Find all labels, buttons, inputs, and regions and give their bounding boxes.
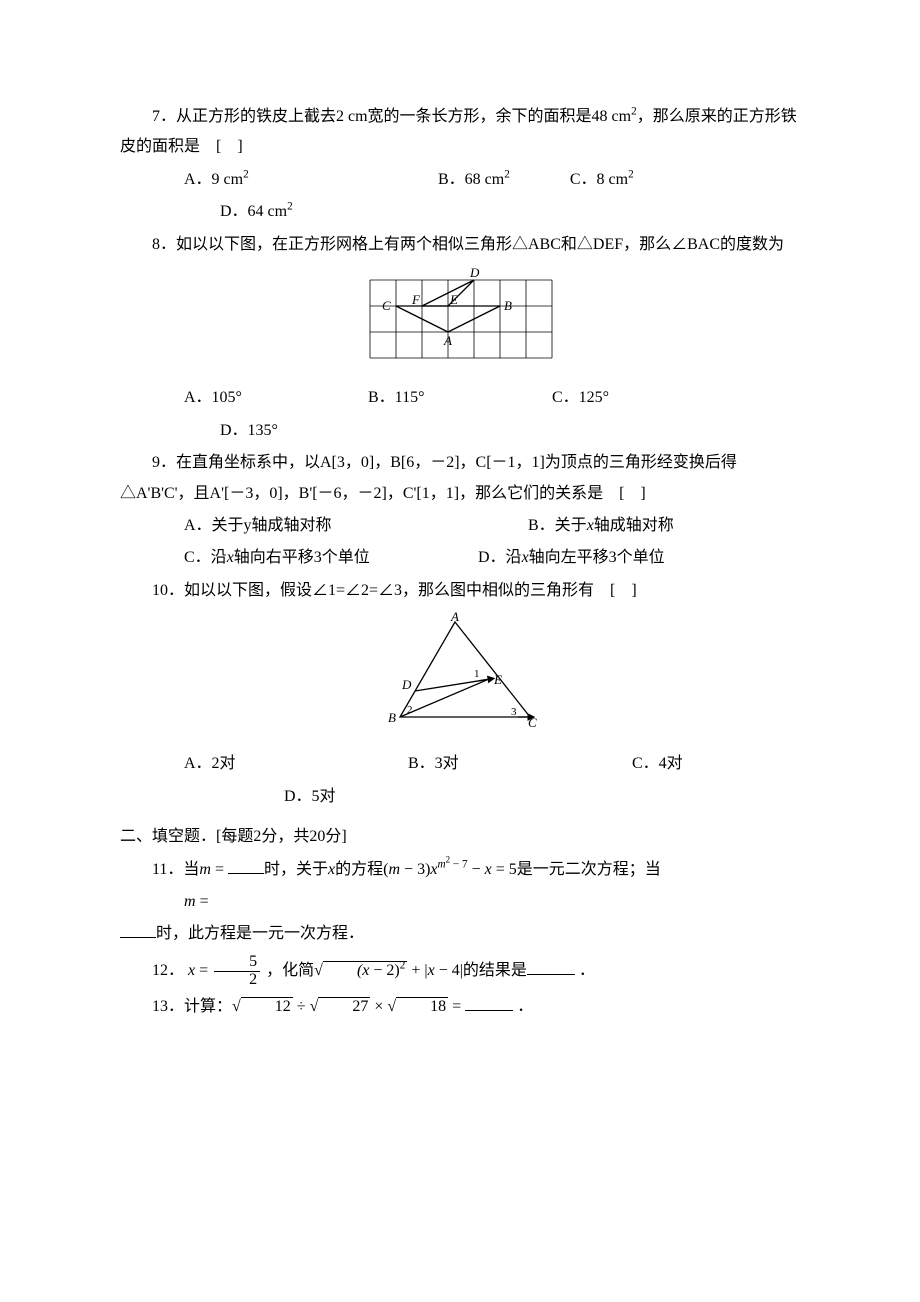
- q10-label-E: E: [493, 672, 502, 687]
- q11-eq1: =: [211, 861, 228, 878]
- q11-line2: m =: [120, 887, 800, 917]
- q8-optD: D．135°: [188, 416, 278, 446]
- q9-options-row2: C．沿x轴向右平移3个单位 D．沿x轴向左平移3个单位: [120, 543, 800, 573]
- q9-optD-post: 轴向左平移3个单位: [529, 549, 665, 566]
- q9-optC-mid: x: [227, 549, 234, 566]
- q8-text: 8．如以以下图，在正方形网格上有两个相似三角形△ABC和△DEF，那么∠BAC的…: [120, 230, 800, 260]
- q8-label-C: C: [382, 298, 391, 313]
- q12-dot: ．: [575, 962, 595, 979]
- q9-optC-post: 轴向右平移3个单位: [234, 549, 370, 566]
- q13-mul: ×: [370, 998, 387, 1015]
- q11-m1: m: [199, 861, 211, 878]
- q10-optB: B．3对: [376, 749, 596, 779]
- q10-label-D: D: [401, 677, 412, 692]
- q11-blank1: [228, 857, 264, 874]
- q7-optB: B．68 cm2: [406, 165, 510, 195]
- q8-optC: C．125°: [520, 383, 609, 413]
- q7-options-row1: A．9 cm2 B．68 cm2 C．8 cm2: [120, 165, 800, 195]
- q10-figure: A B C D E 1 2 3: [120, 612, 800, 743]
- q13-dot: ．: [513, 998, 533, 1015]
- q8-label-B: B: [504, 298, 512, 313]
- q12-frac: 52: [214, 954, 260, 989]
- q12-eq: =: [195, 962, 212, 979]
- q7-text: 7．从正方形的铁皮上截去2 cm宽的一条长方形，余下的面积是48 cm2，那么原…: [120, 102, 800, 163]
- q10-label-B: B: [388, 710, 396, 725]
- q11-mid3: 是一元二次方程；当: [517, 861, 661, 878]
- q10-angle-1: 1: [474, 668, 480, 680]
- q11-post: 时，此方程是一元一次方程．: [156, 925, 364, 942]
- q10-optA: A．2对: [152, 749, 372, 779]
- q9-text: 9．在直角坐标系中，以A[3，0]，B[6，－2]，C[－1，1]为顶点的三角形…: [120, 448, 800, 509]
- q10-triangle-svg: A B C D E 1 2 3: [380, 612, 540, 732]
- q13-blank: [465, 994, 513, 1011]
- q11-line3: 时，此方程是一元一次方程．: [120, 919, 800, 949]
- q13-r3-val: 18: [396, 997, 448, 1016]
- q12-mid1: ，化简: [262, 962, 314, 979]
- q7-optA: A．9 cm2: [152, 165, 402, 195]
- q11-blank2: [120, 921, 156, 938]
- q13-r2-val: 27: [318, 997, 370, 1016]
- q9-optB-pre: B．关于: [528, 517, 587, 534]
- q12-num: 5: [214, 954, 260, 972]
- q9-options-row1: A．关于y轴成轴对称 B．关于x轴成轴对称: [120, 511, 800, 541]
- q12-den: 2: [214, 972, 260, 989]
- q11-line1: 11．当m = 时，关于x的方程(m − 3)xm2 − 7 − x = 5是一…: [120, 855, 800, 885]
- q11-mid2: 的方程: [335, 861, 383, 878]
- q10-angle-2: 2: [407, 704, 413, 716]
- q10-label-A: A: [450, 612, 459, 624]
- q8-options-row1: A．105° B．115° C．125°: [120, 383, 800, 413]
- q10-optC: C．4对: [600, 749, 683, 779]
- q10-options-row2: D．5对: [120, 782, 800, 812]
- q12-sqrt1: √(x − 2)2: [314, 962, 407, 979]
- q12-pre: 12．: [152, 962, 188, 979]
- q8-label-E: E: [449, 292, 458, 307]
- q7-optD: D．64 cm2: [188, 197, 293, 227]
- q8-figure: A B C D E F: [120, 266, 800, 377]
- q8-label-F: F: [411, 292, 421, 307]
- q8-options-row2: D．135°: [120, 416, 800, 446]
- q10-options-row1: A．2对 B．3对 C．4对: [120, 749, 800, 779]
- q11-expr: (m − 3)xm2 − 7 − x = 5: [383, 861, 517, 878]
- q12-line: 12． x = 52 ，化简√(x − 2)2 + |x − 4|的结果是 ．: [120, 952, 800, 990]
- q9-optD-mid: x: [522, 549, 529, 566]
- q11-m2: m: [184, 893, 196, 910]
- q11-eq2: =: [196, 893, 209, 910]
- q13-line: 13．计算：√12 ÷ √27 × √18 = ．: [120, 992, 800, 1022]
- q9-optB-post: 轴成轴对称: [594, 517, 674, 534]
- q8-optA: A．105°: [152, 383, 332, 413]
- q12-abs: |x − 4|: [424, 962, 463, 979]
- q7-text-run: 7．从正方形的铁皮上截去2 cm宽的一条长方形，余下的面积是48 cm2，那么原…: [120, 108, 797, 155]
- q9-optD: D．沿x轴向左平移3个单位: [446, 543, 665, 573]
- q13-r1-val: 12: [241, 997, 293, 1016]
- q9-optC: C．沿x轴向右平移3个单位: [152, 543, 442, 573]
- q12-plus: +: [407, 962, 424, 979]
- q8-label-A: A: [443, 333, 452, 348]
- q11-mid1: 时，关于: [264, 861, 328, 878]
- q13-pre: 13．计算：: [152, 998, 232, 1015]
- section2-heading: 二、填空题．[每题2分，共20分]: [120, 822, 800, 852]
- q13-eq: =: [448, 998, 465, 1015]
- q9-optD-pre: D．沿: [478, 549, 522, 566]
- q9-optA: A．关于y轴成轴对称: [152, 511, 492, 541]
- q7-options-row2: D．64 cm2: [120, 197, 800, 227]
- q13-r2: √27: [310, 998, 371, 1015]
- q8-optB: B．115°: [336, 383, 516, 413]
- q8-grid-svg: A B C D E F: [360, 266, 560, 366]
- q12-blank: [527, 958, 575, 975]
- q12-mid2: 的结果是: [463, 962, 527, 979]
- q9-optB-mid: x: [587, 517, 594, 534]
- q7-optC: C．8 cm2: [538, 165, 634, 195]
- q13-r3: √18: [387, 998, 448, 1015]
- q9-optB: B．关于x轴成轴对称: [496, 511, 674, 541]
- q10-label-C: C: [528, 715, 537, 730]
- q8-label-D: D: [469, 266, 480, 280]
- q10-text: 10．如以以下图，假设∠1=∠2=∠3，那么图中相似的三角形有 [ ]: [120, 576, 800, 606]
- q11-pre1: 11．当: [152, 861, 199, 878]
- q10-optD: D．5对: [252, 782, 336, 812]
- q10-angle-3: 3: [511, 706, 517, 718]
- q9-optC-pre: C．沿: [184, 549, 227, 566]
- q13-r1: √12: [232, 998, 293, 1015]
- q13-div: ÷: [293, 998, 310, 1015]
